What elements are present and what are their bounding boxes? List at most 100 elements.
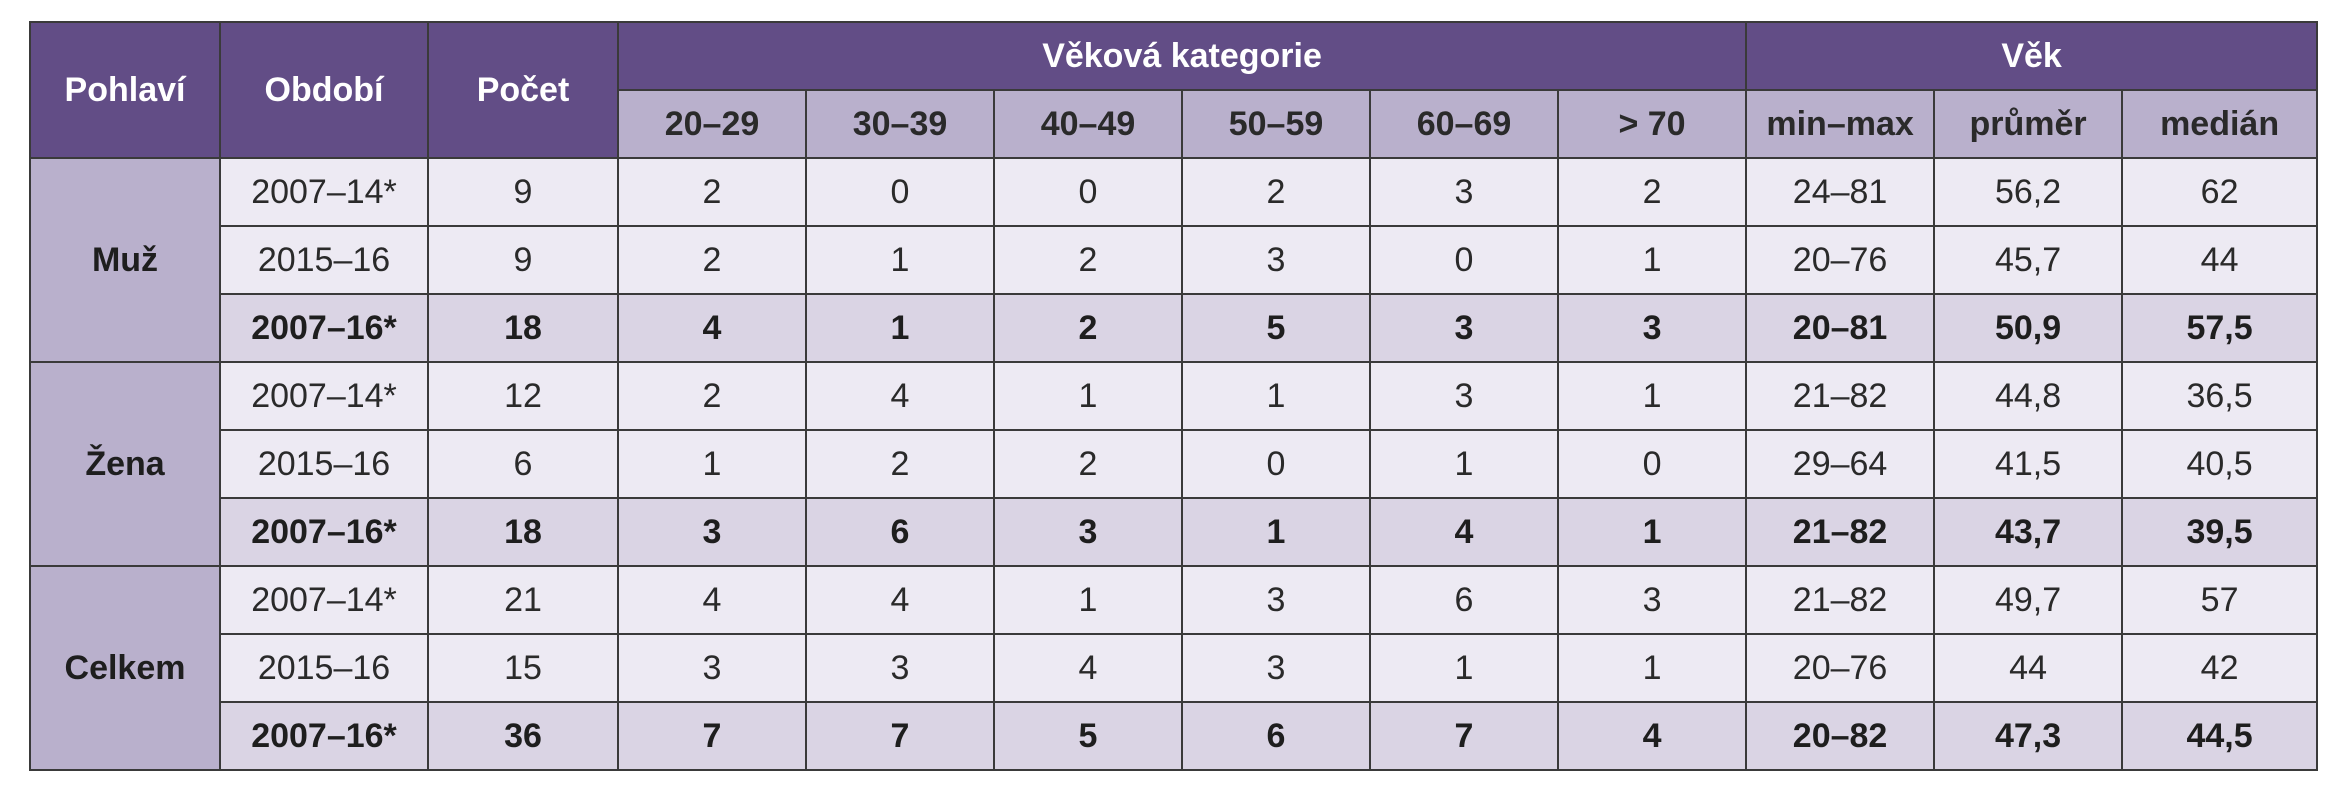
median-cell: 42 (2121, 633, 2319, 703)
age-count-cell: 0 (1556, 429, 1748, 499)
prumer-cell: 49,7 (1933, 565, 2124, 635)
age-count-cell: 2 (805, 429, 995, 499)
median-cell: 44,5 (2121, 701, 2319, 771)
table-row-total: 2007–16* 18 4 1 2 5 3 3 20–81 50,9 57,5 (30, 293, 2319, 363)
prumer-cell: 43,7 (1933, 497, 2124, 567)
obdobi-cell: 2007–16* (219, 497, 429, 567)
header-vekova-kategorie: Věková kategorie (616, 21, 1748, 91)
age-count-cell: 2 (1556, 157, 1748, 227)
header-row-top: Pohlaví Období Počet Věková kategorie Vě… (29, 21, 2319, 159)
table-row-total: 2007–16* 36 7 7 5 6 7 4 20–82 47,3 44,5 (30, 701, 2319, 771)
age-count-cell: 1 (1369, 429, 1559, 499)
header-age-40-49: 40–49 (993, 89, 1183, 159)
prumer-cell: 41,5 (1933, 429, 2124, 499)
table-row: 2015–16 6 1 2 2 0 1 0 29–64 41,5 40,5 (30, 429, 2319, 499)
prumer-cell: 47,3 (1933, 701, 2124, 771)
header-min-max: min–max (1745, 89, 1936, 159)
header-age-30-39: 30–39 (805, 89, 995, 159)
age-count-cell: 1 (805, 225, 995, 295)
min-max-cell: 20–76 (1745, 633, 1936, 703)
min-max-cell: 20–76 (1745, 225, 1936, 295)
table-body: Muž 2007–14* 9 2 0 0 2 3 2 24–81 56,2 62 2015–16 9 2 1 2… (29, 157, 2319, 771)
age-count-cell: 3 (1181, 565, 1371, 635)
prumer-cell: 56,2 (1933, 157, 2124, 227)
header-median: medián (2121, 89, 2319, 159)
age-count-cell: 3 (1181, 633, 1371, 703)
pocet-cell: 15 (427, 633, 619, 703)
obdobi-cell: 2015–16 (219, 225, 429, 295)
min-max-cell: 20–81 (1745, 293, 1936, 363)
min-max-cell: 21–82 (1745, 565, 1936, 635)
age-count-cell: 3 (1181, 225, 1371, 295)
age-count-cell: 4 (1369, 497, 1559, 567)
median-cell: 62 (2121, 157, 2319, 227)
age-count-cell: 3 (1556, 565, 1748, 635)
table-row: 2015–16 9 2 1 2 3 0 1 20–76 45,7 44 (30, 225, 2319, 295)
age-count-cell: 2 (993, 225, 1183, 295)
median-cell: 40,5 (2121, 429, 2319, 499)
age-count-cell: 6 (1181, 701, 1371, 771)
age-count-cell: 5 (993, 701, 1183, 771)
age-count-cell: 3 (1556, 293, 1748, 363)
age-count-cell: 4 (805, 361, 995, 431)
obdobi-cell: 2007–16* (219, 701, 429, 771)
prumer-cell: 44 (1933, 633, 2124, 703)
header-obdobi: Období (219, 21, 429, 159)
age-count-cell: 7 (617, 701, 807, 771)
age-count-cell: 1 (805, 293, 995, 363)
group-label: Celkem (29, 565, 221, 771)
age-count-cell: 2 (1181, 157, 1371, 227)
age-count-cell: 0 (993, 157, 1183, 227)
age-count-cell: 6 (805, 497, 995, 567)
age-count-cell: 3 (617, 633, 807, 703)
age-count-cell: 3 (617, 497, 807, 567)
table-row: Celkem 2007–14* 21 4 4 1 3 6 3 21–82 49,7 57 (29, 565, 2319, 771)
age-count-cell: 7 (805, 701, 995, 771)
age-count-cell: 3 (993, 497, 1183, 567)
header-age-60-69: 60–69 (1369, 89, 1559, 159)
group-label: Žena (29, 361, 221, 567)
pocet-cell: 9 (427, 157, 619, 227)
table-row-total: 2007–16* 18 3 6 3 1 4 1 21–82 43,7 39,5 (30, 497, 2319, 567)
header-pocet: Počet (427, 21, 619, 159)
age-count-cell: 7 (1369, 701, 1559, 771)
obdobi-cell: 2007–16* (219, 293, 429, 363)
median-cell: 44 (2121, 225, 2319, 295)
table-row: Muž 2007–14* 9 2 0 0 2 3 2 24–81 56,2 62 (29, 157, 2319, 363)
pocet-cell: 6 (427, 429, 619, 499)
age-count-cell: 1 (1369, 633, 1559, 703)
pocet-cell: 18 (427, 497, 619, 567)
median-cell: 57,5 (2121, 293, 2319, 363)
pocet-cell: 18 (427, 293, 619, 363)
obdobi-cell: 2007–14* (219, 157, 429, 227)
age-count-cell: 1 (1556, 361, 1748, 431)
pocet-cell: 12 (427, 361, 619, 431)
age-count-cell: 1 (993, 565, 1183, 635)
age-count-cell: 1 (1181, 361, 1371, 431)
header-age-20-29: 20–29 (617, 89, 807, 159)
min-max-cell: 21–82 (1745, 361, 1936, 431)
age-count-cell: 6 (1369, 565, 1559, 635)
age-count-cell: 3 (1369, 293, 1559, 363)
header-row-sub: 20–29 30–39 40–49 50–59 60–69 > 70 min–m… (30, 89, 2319, 159)
obdobi-cell: 2007–14* (219, 361, 429, 431)
age-count-cell: 5 (1181, 293, 1371, 363)
header-age-over-70: > 70 (1556, 89, 1748, 159)
median-cell: 39,5 (2121, 497, 2319, 567)
header-age-50-59: 50–59 (1181, 89, 1371, 159)
header-vek: Věk (1745, 21, 2319, 91)
age-count-cell: 3 (1369, 361, 1559, 431)
age-count-cell: 2 (617, 361, 807, 431)
statistics-table: Pohlaví Období Počet Věková kategorie Vě… (29, 21, 2319, 771)
age-count-cell: 2 (617, 157, 807, 227)
age-count-cell: 1 (993, 361, 1183, 431)
min-max-cell: 29–64 (1745, 429, 1936, 499)
age-count-cell: 1 (1556, 633, 1748, 703)
age-count-cell: 4 (1556, 701, 1748, 771)
table-row: Žena 2007–14* 12 2 4 1 1 3 1 21–82 44,8 36,5 (29, 361, 2319, 567)
group-label: Muž (29, 157, 221, 363)
age-count-cell: 0 (1369, 225, 1559, 295)
age-count-cell: 1 (1556, 225, 1748, 295)
median-cell: 57 (2121, 565, 2319, 635)
header-pohlavi: Pohlaví (29, 21, 221, 159)
